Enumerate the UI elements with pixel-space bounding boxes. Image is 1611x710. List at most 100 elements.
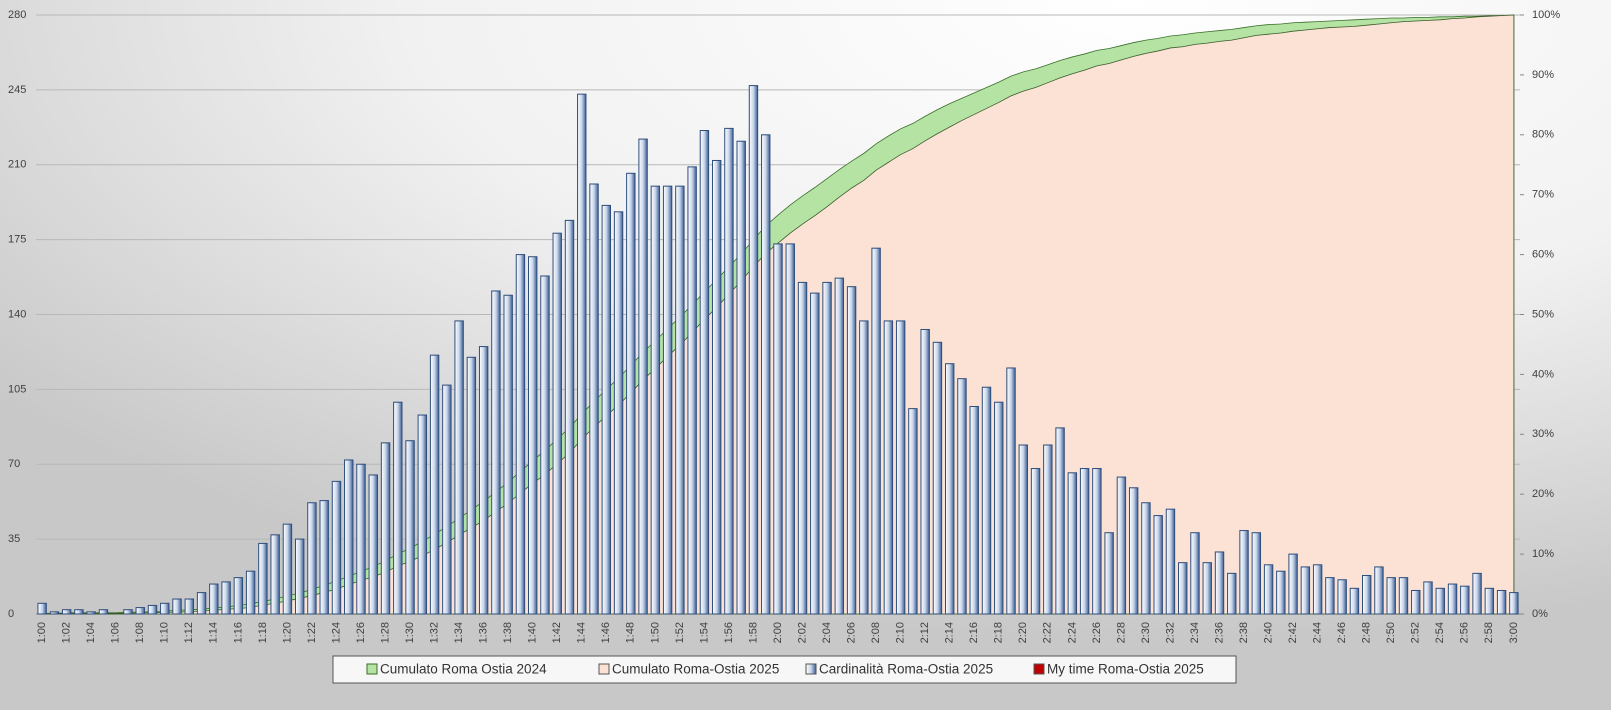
x-tick-label: 2:24: [1066, 622, 1078, 643]
x-tick-label: 2:48: [1361, 622, 1373, 643]
legend-box: [332, 655, 1237, 684]
bar: [98, 609, 109, 615]
x-tick-label: 3:00: [1508, 622, 1520, 643]
x-tick-label: 1:16: [232, 622, 244, 643]
x-tick-label: 2:04: [821, 622, 833, 643]
bar: [1043, 444, 1053, 615]
bar: [883, 320, 894, 615]
y-tick-label: 210: [8, 159, 26, 171]
y-tick-label: 35: [8, 533, 20, 545]
x-tick-label: 2:36: [1213, 622, 1225, 643]
bar: [1472, 572, 1482, 615]
x-tick-label: 2:34: [1189, 622, 1201, 643]
x-tick-label: 1:56: [723, 622, 735, 643]
x-tick-label: 1:48: [625, 622, 637, 643]
bar: [1325, 577, 1335, 615]
x-tick-label: 2:58: [1483, 622, 1495, 643]
bar: [1349, 587, 1360, 615]
bar: [282, 523, 293, 615]
y2-tick-label: 80%: [1532, 129, 1554, 141]
y-tick-label: 175: [8, 234, 26, 246]
bar: [307, 502, 317, 615]
bar: [662, 185, 673, 615]
bar: [356, 463, 366, 615]
bar: [650, 185, 661, 615]
bar: [466, 356, 477, 615]
bar: [405, 440, 415, 615]
bar: [846, 286, 857, 615]
bar: [1116, 476, 1127, 615]
bar: [1276, 570, 1286, 615]
y-tick-label: 280: [8, 9, 26, 21]
bar: [908, 408, 918, 615]
bar: [135, 607, 145, 615]
bar: [270, 534, 280, 615]
bar: [945, 363, 955, 615]
x-tick-label: 1:20: [281, 622, 293, 643]
bar: [675, 185, 685, 615]
x-tick-label: 1:28: [379, 622, 391, 643]
bar: [748, 85, 759, 615]
bar: [1202, 562, 1212, 615]
bar: [294, 538, 305, 615]
bar: [932, 341, 943, 615]
legend-label: Cumulato Roma Ostia 2024: [380, 662, 547, 677]
bar: [552, 232, 562, 615]
bar: [258, 542, 268, 615]
bar: [1239, 530, 1249, 615]
bar: [147, 604, 158, 615]
x-tick-label: 1:46: [600, 622, 612, 643]
y-tick-label: 105: [8, 383, 26, 395]
x-tick-label: 2:00: [772, 622, 784, 643]
y2-tick-label: 50%: [1532, 308, 1554, 320]
y2-tick-label: 10%: [1532, 548, 1554, 560]
bar: [1092, 468, 1102, 615]
x-tick-label: 2:26: [1091, 622, 1103, 643]
bar: [1337, 579, 1347, 615]
bar: [724, 127, 734, 615]
bar: [834, 277, 845, 615]
bar: [123, 609, 133, 615]
bar: [761, 134, 771, 615]
x-tick-label: 2:20: [1017, 622, 1029, 643]
bar: [1178, 562, 1188, 615]
legend-label: My time Roma-Ostia 2025: [1047, 662, 1204, 677]
x-tick-label: 2:08: [870, 622, 882, 643]
bar: [699, 130, 710, 615]
y2-tick-label: 90%: [1532, 69, 1554, 81]
bar: [920, 328, 930, 615]
x-tick-label: 1:34: [453, 622, 465, 643]
bar: [1165, 508, 1176, 615]
x-tick-label: 1:02: [61, 622, 73, 643]
bar: [429, 354, 440, 615]
x-tick-label: 2:22: [1042, 622, 1054, 643]
y2-tick-label: 20%: [1532, 488, 1554, 500]
x-tick-label: 2:10: [895, 622, 907, 643]
x-tick-label: 1:40: [527, 622, 539, 643]
bar: [442, 384, 452, 615]
bar: [61, 609, 72, 615]
bar: [221, 581, 231, 615]
bar: [1435, 587, 1445, 615]
bar: [1263, 564, 1274, 615]
bar: [1067, 472, 1078, 615]
x-tick-label: 1:36: [478, 622, 490, 643]
bar: [528, 256, 538, 615]
x-tick-label: 2:54: [1434, 622, 1446, 643]
x-tick-label: 1:22: [306, 622, 318, 643]
x-tick-label: 2:44: [1312, 622, 1324, 643]
x-tick-label: 2:30: [1140, 622, 1152, 643]
x-tick-label: 1:44: [576, 622, 588, 643]
bar: [1030, 468, 1041, 615]
bar: [810, 292, 820, 615]
legend-swatch: [805, 663, 817, 675]
bar: [994, 401, 1004, 615]
bar: [1251, 532, 1262, 615]
bar: [1006, 367, 1016, 615]
bar: [49, 611, 60, 615]
bar: [393, 401, 403, 615]
bar: [1214, 551, 1225, 615]
bar: [859, 320, 869, 615]
bar: [1153, 515, 1163, 615]
